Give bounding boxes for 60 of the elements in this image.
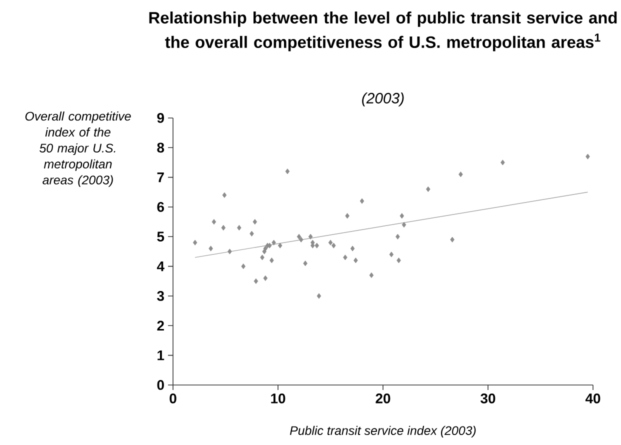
point: [450, 236, 454, 242]
point: [285, 168, 290, 174]
point: [586, 154, 590, 160]
x-tick-label: 0: [170, 393, 176, 404]
point: [270, 258, 274, 264]
point: [208, 246, 213, 252]
point: [389, 252, 394, 258]
point: [241, 264, 246, 270]
y-tick-label: 3: [157, 291, 164, 301]
point: [260, 254, 264, 260]
point: [500, 160, 505, 166]
point: [316, 293, 322, 299]
y-tick-label: 0: [157, 380, 164, 390]
point: [458, 172, 463, 178]
y-tick-label: 1: [158, 350, 164, 360]
point: [396, 258, 401, 264]
point: [298, 236, 304, 242]
y-tick-label: 9: [157, 113, 164, 123]
point: [402, 222, 406, 228]
point: [328, 240, 333, 246]
point: [254, 278, 258, 284]
y-axis-title: Overall competitive index of the 50 major U.S. metropolitan areas (2003): [25, 112, 131, 187]
point: [360, 198, 364, 204]
chart-title: Relationship between the level of public transit service and the overall competitiveness of U.S. metropolitan areas$^{1}$: [149, 12, 617, 52]
point: [212, 219, 216, 225]
x-axis-title: Public transit service index (2003): [290, 426, 476, 438]
point: [350, 246, 355, 252]
y-tick-label: 6: [157, 202, 164, 212]
chart-subtitle: (2003): [362, 92, 404, 106]
point: [354, 258, 358, 264]
x-tick-label: 40: [585, 393, 600, 404]
x-tick-label: 30: [480, 393, 496, 404]
point: [272, 240, 276, 246]
y-tick-label: 2: [157, 320, 164, 331]
point: [343, 254, 348, 260]
point: [396, 234, 400, 240]
point: [308, 234, 313, 240]
point: [221, 224, 226, 231]
point: [263, 275, 268, 281]
y-tick-label: 8: [157, 142, 164, 153]
point: [345, 213, 350, 219]
y-tick-label: 7: [157, 172, 164, 182]
point: [314, 242, 319, 248]
point: [332, 242, 336, 248]
point: [369, 272, 374, 278]
point: [303, 260, 308, 266]
y-tick-label: 5: [157, 232, 164, 242]
point: [250, 230, 254, 236]
point: [296, 234, 302, 240]
point: [228, 248, 232, 254]
point: [400, 213, 404, 219]
point: [222, 192, 227, 198]
point: [426, 186, 430, 192]
point: [192, 240, 198, 246]
y-tick-label: 4: [156, 262, 164, 272]
x-tick-label: 20: [376, 393, 390, 404]
point: [278, 242, 282, 248]
x-tick-label: 10: [271, 393, 286, 404]
point: [252, 219, 258, 225]
point: [263, 246, 268, 252]
